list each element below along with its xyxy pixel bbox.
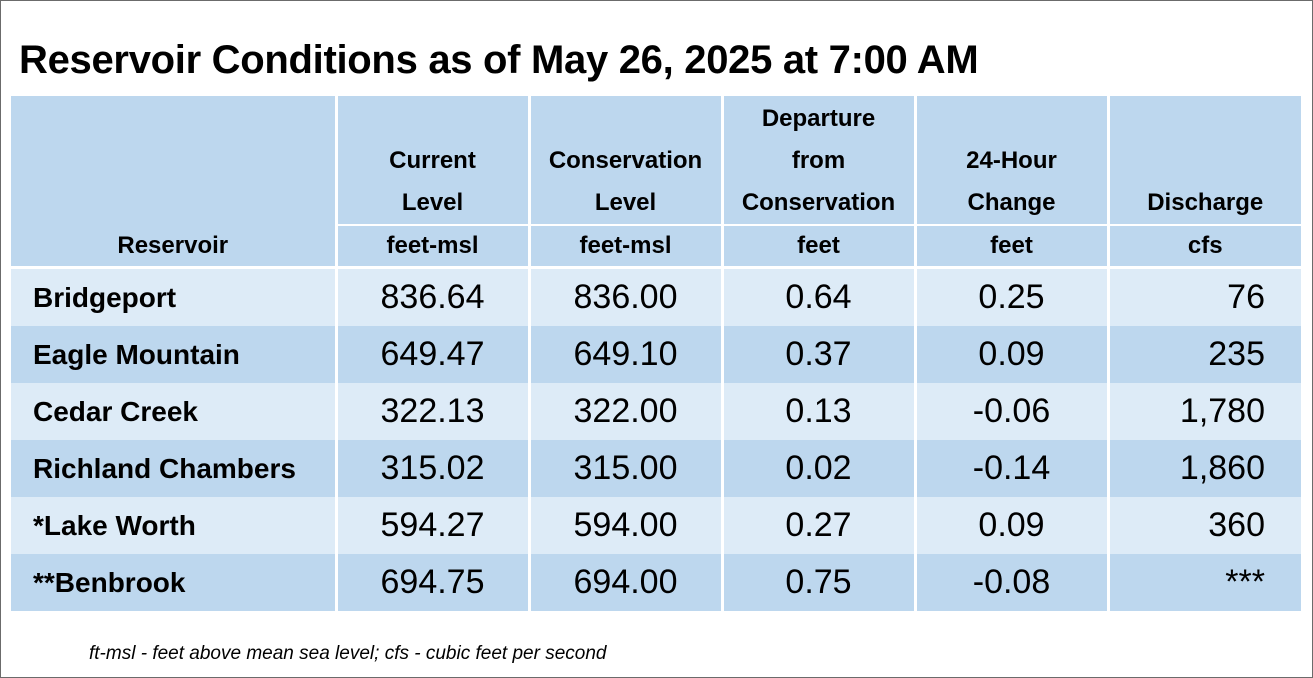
header-label-line: Conservation bbox=[548, 147, 703, 174]
page-title: Reservoir Conditions as of May 26, 2025 … bbox=[19, 38, 979, 82]
unit-24-hour-change: feet bbox=[913, 224, 1108, 268]
footnote: ft-msl - feet above mean sea level; cfs … bbox=[89, 643, 607, 664]
conservation-level-value: 315.00 bbox=[527, 440, 722, 497]
current-level-value: 694.75 bbox=[334, 554, 529, 611]
departure-value: 0.13 bbox=[720, 383, 915, 440]
current-level-value: 322.13 bbox=[334, 383, 529, 440]
conservation-level-value: 649.10 bbox=[527, 326, 722, 383]
change-value: -0.14 bbox=[913, 440, 1108, 497]
departure-value: 0.64 bbox=[720, 266, 915, 326]
header-label-line: Departure bbox=[761, 105, 876, 132]
header-label-row: Reservoir Current Level Conservation Lev… bbox=[11, 96, 1301, 268]
discharge-value: 235 bbox=[1106, 326, 1301, 383]
header-reservoir: Reservoir bbox=[11, 96, 336, 268]
change-value: 0.25 bbox=[913, 266, 1108, 326]
departure-value: 0.02 bbox=[720, 440, 915, 497]
unit-discharge: cfs bbox=[1106, 224, 1301, 268]
reservoir-table: Reservoir Current Level Conservation Lev… bbox=[11, 96, 1301, 611]
reservoir-name: *Lake Worth bbox=[11, 497, 336, 554]
conservation-level-value: 694.00 bbox=[527, 554, 722, 611]
header-reservoir-label: Reservoir bbox=[117, 232, 229, 259]
header-current-level: Current Level bbox=[334, 96, 529, 225]
table-row: Eagle Mountain 649.47 649.10 0.37 0.09 2… bbox=[11, 326, 1301, 383]
header-discharge: Discharge bbox=[1106, 96, 1301, 225]
current-level-value: 649.47 bbox=[334, 326, 529, 383]
discharge-value: 1,780 bbox=[1106, 383, 1301, 440]
current-level-value: 836.64 bbox=[334, 266, 529, 326]
header-label-line: Discharge bbox=[1147, 189, 1264, 216]
reservoir-name: Cedar Creek bbox=[11, 383, 336, 440]
conservation-level-value: 836.00 bbox=[527, 266, 722, 326]
change-value: -0.06 bbox=[913, 383, 1108, 440]
header-label-line: Conservation bbox=[741, 189, 896, 216]
table-row: Cedar Creek 322.13 322.00 0.13 -0.06 1,7… bbox=[11, 383, 1301, 440]
reservoir-name: **Benbrook bbox=[11, 554, 336, 611]
header-label-line: Current bbox=[389, 147, 476, 174]
header-24-hour-change: 24-Hour Change bbox=[913, 96, 1108, 225]
table-row: Richland Chambers 315.02 315.00 0.02 -0.… bbox=[11, 440, 1301, 497]
change-value: 0.09 bbox=[913, 326, 1108, 383]
table-row: **Benbrook 694.75 694.00 0.75 -0.08 *** bbox=[11, 554, 1301, 611]
current-level-value: 315.02 bbox=[334, 440, 529, 497]
unit-departure: feet bbox=[720, 224, 915, 268]
header-label-line: Level bbox=[401, 189, 464, 216]
header-departure: Departure from Conservation bbox=[720, 96, 915, 225]
header-label-line: Change bbox=[967, 189, 1056, 216]
unit-current-level: feet-msl bbox=[334, 224, 529, 268]
discharge-value: 1,860 bbox=[1106, 440, 1301, 497]
header-label-line: from bbox=[791, 147, 846, 174]
header-label-line: Level bbox=[594, 189, 657, 216]
change-value: 0.09 bbox=[913, 497, 1108, 554]
header-conservation-level: Conservation Level bbox=[527, 96, 722, 225]
header-unit-row: feet-msl feet-msl feet feet cfs bbox=[11, 224, 1301, 268]
conservation-level-value: 594.00 bbox=[527, 497, 722, 554]
departure-value: 0.27 bbox=[720, 497, 915, 554]
change-value: -0.08 bbox=[913, 554, 1108, 611]
reservoir-name: Richland Chambers bbox=[11, 440, 336, 497]
conservation-level-value: 322.00 bbox=[527, 383, 722, 440]
departure-value: 0.37 bbox=[720, 326, 915, 383]
discharge-value: 360 bbox=[1106, 497, 1301, 554]
discharge-value: 76 bbox=[1106, 266, 1301, 326]
table-row: Bridgeport 836.64 836.00 0.64 0.25 76 bbox=[11, 266, 1301, 326]
header-label-line: 24-Hour bbox=[966, 147, 1057, 174]
current-level-value: 594.27 bbox=[334, 497, 529, 554]
unit-conservation-level: feet-msl bbox=[527, 224, 722, 268]
reservoir-name: Bridgeport bbox=[11, 266, 336, 326]
table-row: *Lake Worth 594.27 594.00 0.27 0.09 360 bbox=[11, 497, 1301, 554]
departure-value: 0.75 bbox=[720, 554, 915, 611]
discharge-value: *** bbox=[1106, 554, 1301, 611]
reservoir-name: Eagle Mountain bbox=[11, 326, 336, 383]
